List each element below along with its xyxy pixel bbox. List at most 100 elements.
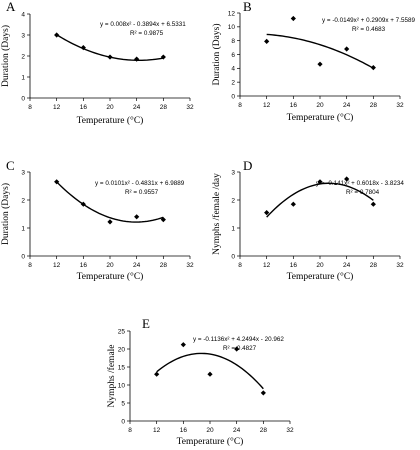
x-tick-label: 32 xyxy=(186,104,194,111)
data-point xyxy=(107,54,113,60)
equation-label: y = -0.1136x² + 4.2494x - 20.962 xyxy=(193,336,284,343)
data-point xyxy=(80,201,86,207)
y-tick-label: 15 xyxy=(118,364,126,371)
panel-label: E xyxy=(142,316,150,331)
y-tick-label: 0 xyxy=(21,253,25,260)
y-tick-label: 10 xyxy=(118,382,126,389)
panel-label: B xyxy=(243,0,252,14)
x-tick-label: 16 xyxy=(180,427,188,434)
x-tick-label: 24 xyxy=(133,262,141,269)
y-tick-label: 1 xyxy=(21,225,25,232)
y-tick-label: 20 xyxy=(118,346,126,353)
x-axis-title: Temperature (°C) xyxy=(77,271,144,282)
data-point xyxy=(107,219,113,225)
y-tick-label: 4 xyxy=(231,66,235,73)
data-point xyxy=(290,15,296,22)
data-point xyxy=(80,45,86,51)
x-tick-label: 16 xyxy=(290,262,298,269)
data-point xyxy=(344,46,350,52)
x-tick-label: 24 xyxy=(233,427,241,434)
y-tick-label: 3 xyxy=(231,169,235,176)
x-tick-label: 8 xyxy=(128,427,132,434)
x-tick-label: 28 xyxy=(160,104,168,111)
x-axis-title: Temperature (°C) xyxy=(177,436,244,447)
y-tick-label: 2 xyxy=(21,53,25,60)
data-point xyxy=(207,371,213,377)
x-tick-label: 20 xyxy=(206,427,214,434)
x-axis-title: Temperature (°C) xyxy=(287,271,354,282)
equation-label: y = 0.0101x² - 0.4831x + 6.9889 xyxy=(95,180,185,187)
r-squared-label: R² = 0.4683 xyxy=(352,26,386,33)
x-tick-label: 8 xyxy=(238,262,242,269)
y-tick-label: 4 xyxy=(21,11,25,18)
equation-label: y = 0.008x² - 0.3894x + 6.5331 xyxy=(100,21,186,28)
y-tick-label: 1 xyxy=(21,74,25,81)
x-tick-label: 20 xyxy=(106,104,114,111)
data-point xyxy=(160,217,166,223)
x-tick-label: 12 xyxy=(263,102,271,109)
x-tick-label: 28 xyxy=(260,427,268,434)
x-tick-label: 20 xyxy=(316,102,324,109)
x-tick-label: 12 xyxy=(263,262,271,269)
r-squared-label: R² = 0.9875 xyxy=(130,30,164,37)
r-squared-label: R² = 0.4827 xyxy=(223,345,257,352)
data-point xyxy=(290,201,296,207)
trendline xyxy=(266,33,374,69)
data-point xyxy=(317,61,323,67)
y-tick-label: 6 xyxy=(231,52,235,59)
x-tick-label: 32 xyxy=(186,262,194,269)
y-tick-label: 0 xyxy=(21,95,25,102)
x-tick-label: 32 xyxy=(396,102,404,109)
data-point xyxy=(370,65,376,71)
data-point xyxy=(134,56,140,62)
panel-label: D xyxy=(243,158,252,173)
panel-label: A xyxy=(6,0,16,14)
x-axis-title: Temperature (°C) xyxy=(287,112,354,123)
x-tick-label: 8 xyxy=(28,104,32,111)
x-tick-label: 12 xyxy=(153,427,161,434)
x-tick-label: 20 xyxy=(316,262,324,269)
x-tick-label: 20 xyxy=(106,262,114,269)
y-tick-label: 2 xyxy=(231,79,235,86)
data-point xyxy=(180,342,186,348)
x-tick-label: 24 xyxy=(133,104,141,111)
x-tick-label: 16 xyxy=(290,102,298,109)
y-axis-title: Nymphs /female xyxy=(106,344,117,407)
x-tick-label: 12 xyxy=(53,104,61,111)
y-tick-label: 8 xyxy=(231,38,235,45)
y-axis-title: Nymphs /female /day xyxy=(211,173,222,255)
r-squared-label: R² = 0.9557 xyxy=(125,189,159,196)
r-squared-label: R² = 0.7804 xyxy=(346,189,380,196)
x-tick-label: 8 xyxy=(28,262,32,269)
data-point xyxy=(260,390,266,396)
data-point xyxy=(370,201,376,207)
data-point xyxy=(344,176,350,182)
data-point xyxy=(54,179,60,185)
panel-e: 0 5 10 15 20 25 8 12 16 20 24 28 32 Ey = -0.1136x² + … xyxy=(106,316,294,447)
y-tick-label: 2 xyxy=(21,197,25,204)
x-tick-label: 12 xyxy=(53,262,61,269)
y-axis-title: Duration (Days) xyxy=(0,25,11,87)
y-axis-title: Duration (Days) xyxy=(211,24,222,86)
x-axis-title: Temperature (°C) xyxy=(77,115,144,126)
data-point xyxy=(134,214,140,220)
x-tick-label: 28 xyxy=(370,262,378,269)
trendline xyxy=(156,352,264,390)
equation-label: y = -0.0149x² + 0.2909x + 7.5589 xyxy=(322,17,415,24)
y-tick-label: 3 xyxy=(21,169,25,176)
x-tick-label: 24 xyxy=(343,262,351,269)
y-tick-label: 0 xyxy=(231,93,235,100)
y-tick-label: 5 xyxy=(121,400,125,407)
equation-label: y = -0.141x² + 0.6018x - 3.8234 xyxy=(316,180,404,187)
y-tick-label: 12 xyxy=(228,10,236,17)
x-tick-label: 8 xyxy=(238,102,242,109)
trendline xyxy=(56,181,164,223)
data-point xyxy=(264,210,270,216)
data-point xyxy=(317,179,323,185)
x-tick-label: 24 xyxy=(343,102,351,109)
y-tick-label: 2 xyxy=(231,197,235,204)
x-tick-label: 16 xyxy=(80,262,88,269)
